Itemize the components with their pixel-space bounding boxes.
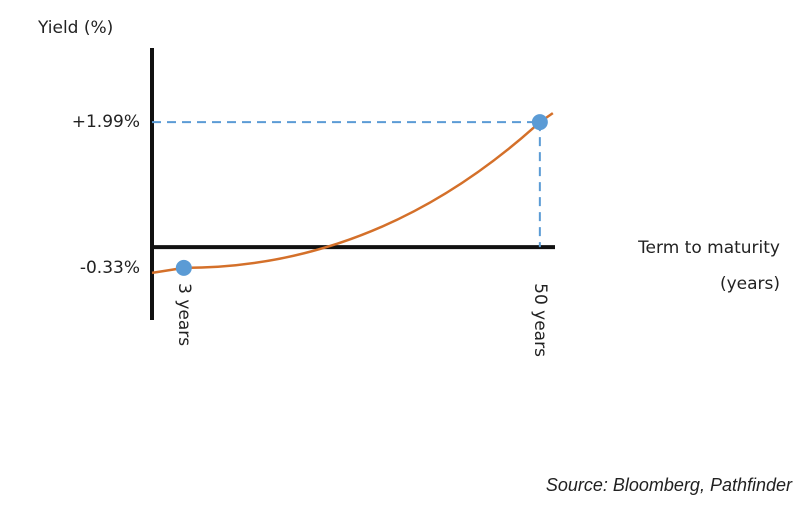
point [531, 114, 548, 131]
y-tick-label: -0.33% [80, 258, 140, 278]
x-axis-label: (years) [720, 274, 780, 294]
point [175, 259, 192, 276]
x-tick-label: 3 years [174, 283, 194, 346]
yield-curve [183, 121, 541, 270]
x-axis-label: Term to maturity [637, 238, 780, 258]
source: Source: Bloomberg, Pathfinder [546, 475, 793, 495]
y-tick-label: +1.99% [72, 112, 140, 132]
x-tick-label: 50 years [530, 283, 550, 357]
y-axis-label: Yield (%) [37, 18, 113, 38]
